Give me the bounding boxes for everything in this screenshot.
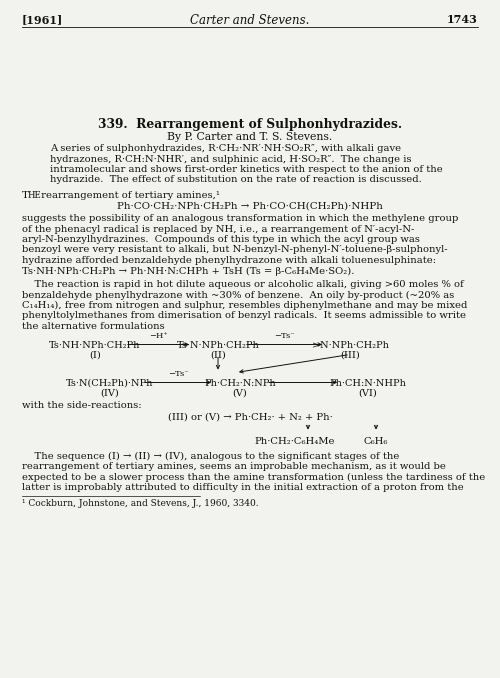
Text: benzoyl were very resistant to alkali, but N-benzyl-N-phenyl-N′-toluene-β-sulpho: benzoyl were very resistant to alkali, b…	[22, 245, 448, 254]
Text: (III) or (V) → Ph·CH₂· + N₂ + Ph·: (III) or (V) → Ph·CH₂· + N₂ + Ph·	[168, 412, 332, 422]
Text: (III): (III)	[340, 351, 360, 359]
Text: of the phenacyl radical is replaced by NH, i.e., a rearrangement of N′-acyl-N-: of the phenacyl radical is replaced by N…	[22, 224, 414, 233]
Text: rearrangement of tertiary amines, seems an improbable mechanism, as it would be: rearrangement of tertiary amines, seems …	[22, 462, 446, 471]
Text: A series of sulphonhydrazides, R·CH₂·NR′·NH·SO₂R″, with alkali gave: A series of sulphonhydrazides, R·CH₂·NR′…	[50, 144, 401, 153]
Text: (II): (II)	[210, 351, 226, 359]
Text: ¹ Cockburn, Johnstone, and Stevens, J., 1960, 3340.: ¹ Cockburn, Johnstone, and Stevens, J., …	[22, 498, 258, 508]
Text: hydrazide.  The effect of substitution on the rate of reaction is discussed.: hydrazide. The effect of substitution on…	[50, 176, 422, 184]
Text: 339.  Rearrangement of Sulphonhydrazides.: 339. Rearrangement of Sulphonhydrazides.	[98, 118, 402, 131]
Text: hydrazine afforded benzaldehyde phenylhydrazone with alkali toluenesulphinate:: hydrazine afforded benzaldehyde phenylhy…	[22, 256, 436, 265]
Text: −Ts⁻: −Ts⁻	[168, 370, 188, 378]
Text: 1743: 1743	[447, 14, 478, 25]
Text: (I): (I)	[89, 351, 101, 359]
Text: hydrazones, R·CH:N·NHR′, and sulphinic acid, H·SO₂R″.  The change is: hydrazones, R·CH:N·NHR′, and sulphinic a…	[50, 155, 412, 163]
Text: The sequence (I) → (II) → (IV), analogous to the significant stages of the: The sequence (I) → (II) → (IV), analogou…	[22, 452, 400, 460]
Text: the alternative formulations: the alternative formulations	[22, 322, 165, 331]
Text: T: T	[22, 191, 29, 200]
Text: −H⁺: −H⁺	[149, 332, 168, 340]
Text: [1961]: [1961]	[22, 14, 63, 25]
Text: Ts·N(CH₂Ph)·NPh: Ts·N(CH₂Ph)·NPh	[66, 378, 154, 388]
Text: expected to be a slower process than the amine transformation (unless the tardin: expected to be a slower process than the…	[22, 473, 485, 481]
Text: By P. Carter and T. S. Stevens.: By P. Carter and T. S. Stevens.	[168, 132, 332, 142]
Text: Carter and Stevens.: Carter and Stevens.	[190, 14, 310, 27]
Text: −Ts⁻: −Ts⁻	[274, 332, 295, 340]
Text: C₆H₆: C₆H₆	[364, 437, 388, 445]
Text: HE: HE	[28, 191, 41, 200]
Text: Ts·NH·NPh·CH₂Ph → Ph·NH·N:CHPh + TsH (Ts = β-C₆H₄Me·SO₂).: Ts·NH·NPh·CH₂Ph → Ph·NH·N:CHPh + TsH (Ts…	[22, 266, 354, 276]
Text: rearrangement of tertiary amines,¹: rearrangement of tertiary amines,¹	[38, 191, 220, 200]
Text: phenyltolylmethanes from dimerisation of benzyl radicals.  It seems admissible t: phenyltolylmethanes from dimerisation of…	[22, 311, 466, 321]
Text: The reaction is rapid in hot dilute aqueous or alcoholic alkali, giving >60 mole: The reaction is rapid in hot dilute aque…	[22, 280, 464, 289]
Text: Ph·CH:N·NHPh: Ph·CH:N·NHPh	[330, 378, 406, 388]
Text: (V): (V)	[232, 388, 248, 397]
Text: Ts·NH·NPh·CH₂Ph: Ts·NH·NPh·CH₂Ph	[50, 340, 140, 349]
Text: with the side-reactions:: with the side-reactions:	[22, 401, 142, 410]
Text: aryl-N-benzylhydrazines.  Compounds of this type in which the acyl group was: aryl-N-benzylhydrazines. Compounds of th…	[22, 235, 420, 244]
Text: (IV): (IV)	[100, 388, 119, 397]
Text: Ph·CO·CH₂·NPh·CH₂Ph → Ph·CO·CH(CH₂Ph)·NHPh: Ph·CO·CH₂·NPh·CH₂Ph → Ph·CO·CH(CH₂Ph)·NH…	[117, 202, 383, 211]
Text: Ts·N·NPh·CH₂Ph: Ts·N·NPh·CH₂Ph	[176, 340, 260, 349]
Text: suggests the possibility of an analogous transformation in which the methylene g: suggests the possibility of an analogous…	[22, 214, 458, 223]
Text: benzaldehyde phenylhydrazone with ~30% of benzene.  An oily by-product (~20% as: benzaldehyde phenylhydrazone with ~30% o…	[22, 290, 454, 300]
Text: >N·NPh·CH₂Ph: >N·NPh·CH₂Ph	[312, 340, 388, 349]
Text: Ph·CH₂·C₆H₄Me: Ph·CH₂·C₆H₄Me	[255, 437, 335, 445]
Text: Ph·CH₂·N:NPh: Ph·CH₂·N:NPh	[204, 378, 276, 388]
Text: latter is improbably attributed to difficulty in the initial extraction of a pro: latter is improbably attributed to diffi…	[22, 483, 464, 492]
Text: C₁₄H₁₄), free from nitrogen and sulphur, resembles diphenylmethane and may be mi: C₁₄H₁₄), free from nitrogen and sulphur,…	[22, 301, 468, 310]
Text: intramolecular and shows first-order kinetics with respect to the anion of the: intramolecular and shows first-order kin…	[50, 165, 443, 174]
Text: (VI): (VI)	[358, 388, 378, 397]
